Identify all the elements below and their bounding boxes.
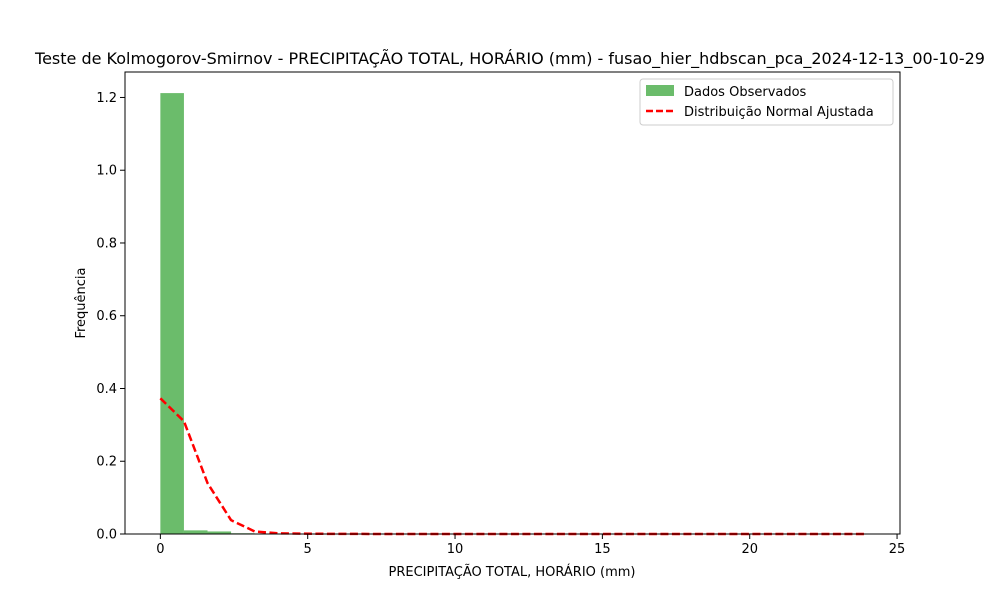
y-tick-label: 1.2 — [96, 91, 117, 106]
x-tick-label: 15 — [594, 542, 611, 557]
x-axis-label: PRECIPITAÇÃO TOTAL, HORÁRIO (mm) — [389, 564, 636, 580]
histogram-bar — [207, 531, 232, 534]
legend-label-fit: Distribuição Normal Ajustada — [684, 105, 874, 120]
chart-title: Teste de Kolmogorov-Smirnov - PRECIPITAÇ… — [34, 49, 985, 69]
legend-box — [639, 78, 894, 126]
x-tick-label: 0 — [156, 542, 164, 557]
x-axis-ticks: 0 5 10 15 20 25 — [156, 534, 905, 557]
legend: Dados Observados Distribuição Normal Aju… — [639, 78, 894, 126]
x-tick-label: 20 — [741, 542, 758, 557]
y-tick-label: 0.0 — [96, 528, 117, 543]
x-tick-label: 5 — [304, 542, 312, 557]
y-tick-label: 1.0 — [96, 164, 117, 179]
y-tick-label: 0.2 — [96, 455, 117, 470]
plot-background — [125, 72, 900, 534]
histogram-bar — [160, 93, 184, 534]
y-axis-label: Frequência — [74, 267, 89, 338]
histogram-bar — [183, 530, 208, 534]
legend-label-observed: Dados Observados — [684, 85, 807, 100]
y-axis-ticks: 0.0 0.2 0.4 0.6 0.8 1.0 1.2 — [96, 91, 125, 543]
legend-swatch-observed — [646, 85, 674, 96]
y-tick-label: 0.6 — [96, 309, 117, 324]
plot-frame — [124, 71, 901, 535]
y-tick-label: 0.4 — [96, 382, 117, 397]
y-tick-label: 0.8 — [96, 236, 117, 251]
x-tick-label: 10 — [447, 542, 464, 557]
x-tick-label: 25 — [889, 542, 906, 557]
